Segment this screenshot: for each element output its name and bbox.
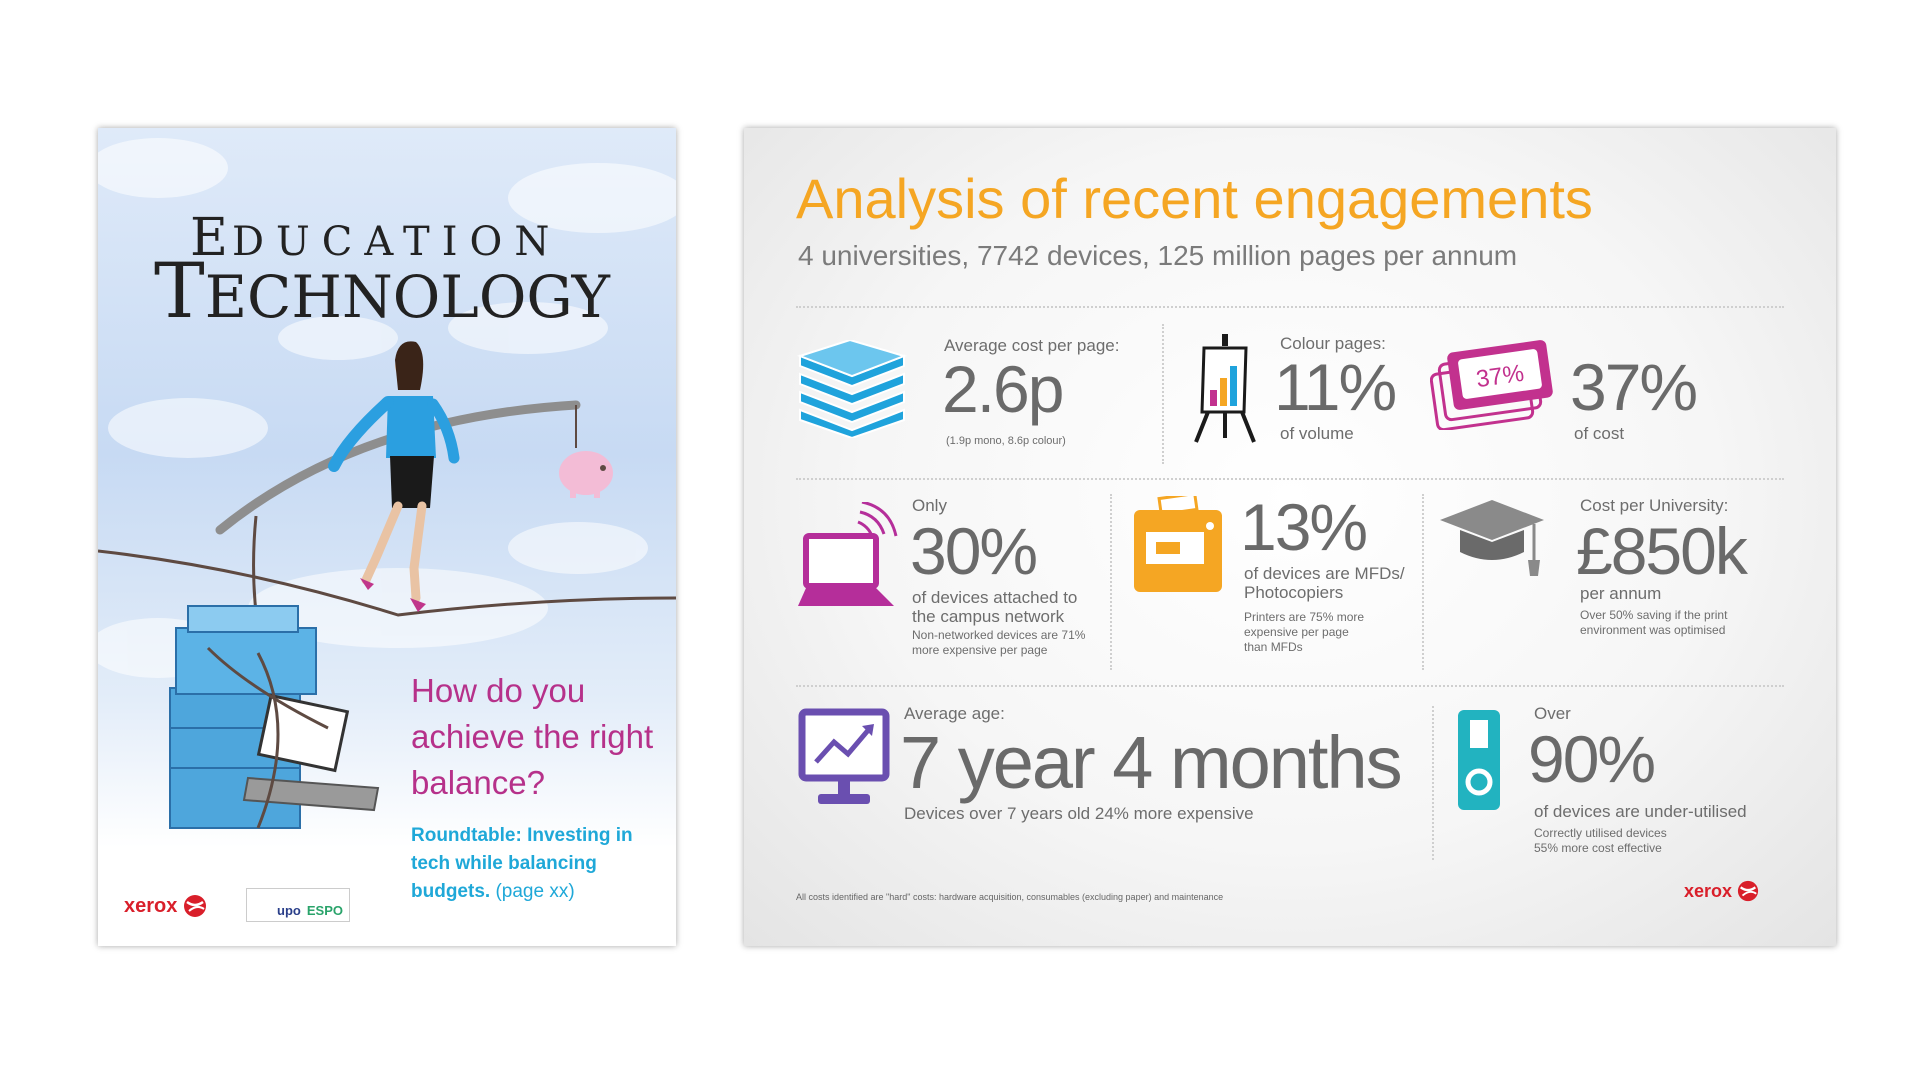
university-cost-note: Over 50% saving if the print environment… [1580,608,1728,637]
power-switch-icon [1458,710,1500,810]
colour-pages-value: 11% [1274,350,1397,424]
cover-subheadline-text: Roundtable: Investing in tech while bala… [411,825,633,902]
mfds-note: Printers are 75% more expensive per page… [1244,610,1365,654]
university-cost-label: Cost per University: [1580,496,1729,515]
network-value: 30% [910,514,1038,588]
printer-icon [1134,496,1222,592]
mfds-value: 13% [1240,490,1368,564]
magazine-cover: EDUCATION TECHNOLOGY How do you achieve … [98,128,676,946]
age-value: 7 year 4 months [900,721,1403,804]
cost-per-page-note: (1.9p mono, 8.6p colour) [946,435,1066,447]
network-note: Non-networked devices are 71% more expen… [912,628,1086,657]
partner-logo-upo: upo [277,903,301,918]
xerox-sphere-icon [1737,880,1759,902]
masthead-technology-initial: T [154,246,205,335]
university-cost-caption: per annum [1580,584,1662,603]
cover-illustration [98,138,676,829]
infographic-panel: Analysis of recent engagements 4 univers… [744,128,1836,946]
easel-chart-icon [1194,334,1256,443]
infographic-title: Analysis of recent engagements [796,167,1593,230]
infographic-subtitle: 4 universities, 7742 devices, 125 millio… [798,240,1518,271]
divider-col-2 [1110,494,1112,670]
utilisation-caption: of devices are under-utilised [1534,802,1747,821]
network-caption: of devices attached to the campus networ… [912,588,1078,626]
costs-footnote: All costs identified are "hard" costs: h… [796,892,1224,902]
utilisation-note: Correctly utilised devices 55% more cost… [1534,826,1667,855]
infographic-xerox-wordmark: xerox [1684,880,1733,901]
cover-xerox-wordmark: xerox [124,894,178,917]
masthead-education: EDUCATION [190,208,630,268]
xerox-sphere-icon [184,895,207,917]
age-caption: Devices over 7 years old 24% more expens… [904,804,1254,823]
cost-per-page-value: 2.6p [942,352,1064,426]
colour-pages-caption: of volume [1280,424,1354,443]
infographic-xerox-logo: xerox [1684,880,1759,902]
utilisation-label: Over [1534,704,1571,723]
masthead-education-rest: DUCATION [231,219,562,265]
divider-col-4 [1432,706,1434,860]
laptop-wifi-icon [798,502,898,606]
cover-xerox-logo: xerox [124,891,207,921]
masthead-technology: TECHNOLOGY [154,246,654,335]
university-cost-value: £850k [1576,514,1748,588]
ticket-text: 37% [1474,360,1525,393]
colour-cost-caption: of cost [1574,424,1625,443]
age-label: Average age: [904,704,1005,723]
monitor-chart-icon [798,708,890,804]
colour-cost-value: 37% [1570,350,1698,424]
divider-row-1 [796,306,1784,308]
network-label: Only [912,496,947,515]
cost-per-page-label: Average cost per page: [944,336,1120,355]
paper-stack-icon [796,340,908,438]
masthead-technology-rest: ECHNOLOGY [204,263,610,331]
cover-subheadline: Roundtable: Investing in tech while bala… [411,822,656,906]
graduation-cap-icon [1440,500,1544,576]
mfds-caption: of devices are MFDs/ Photocopiers [1244,564,1405,602]
divider-col-1 [1162,324,1164,464]
divider-row-3 [796,685,1784,687]
masthead-education-initial: E [190,208,232,268]
colour-pages-label: Colour pages: [1280,334,1386,353]
divider-col-3 [1422,494,1424,670]
cover-headline: How do you achieve the right balance? [411,672,654,801]
cover-page-ref: (page xx) [495,881,575,902]
divider-row-2 [796,478,1784,480]
partner-logos: upo ESPO [246,888,350,922]
utilisation-value: 90% [1528,722,1656,796]
partner-logo-espo: ESPO [306,903,343,918]
ticket-icon: 37% [1430,340,1553,430]
